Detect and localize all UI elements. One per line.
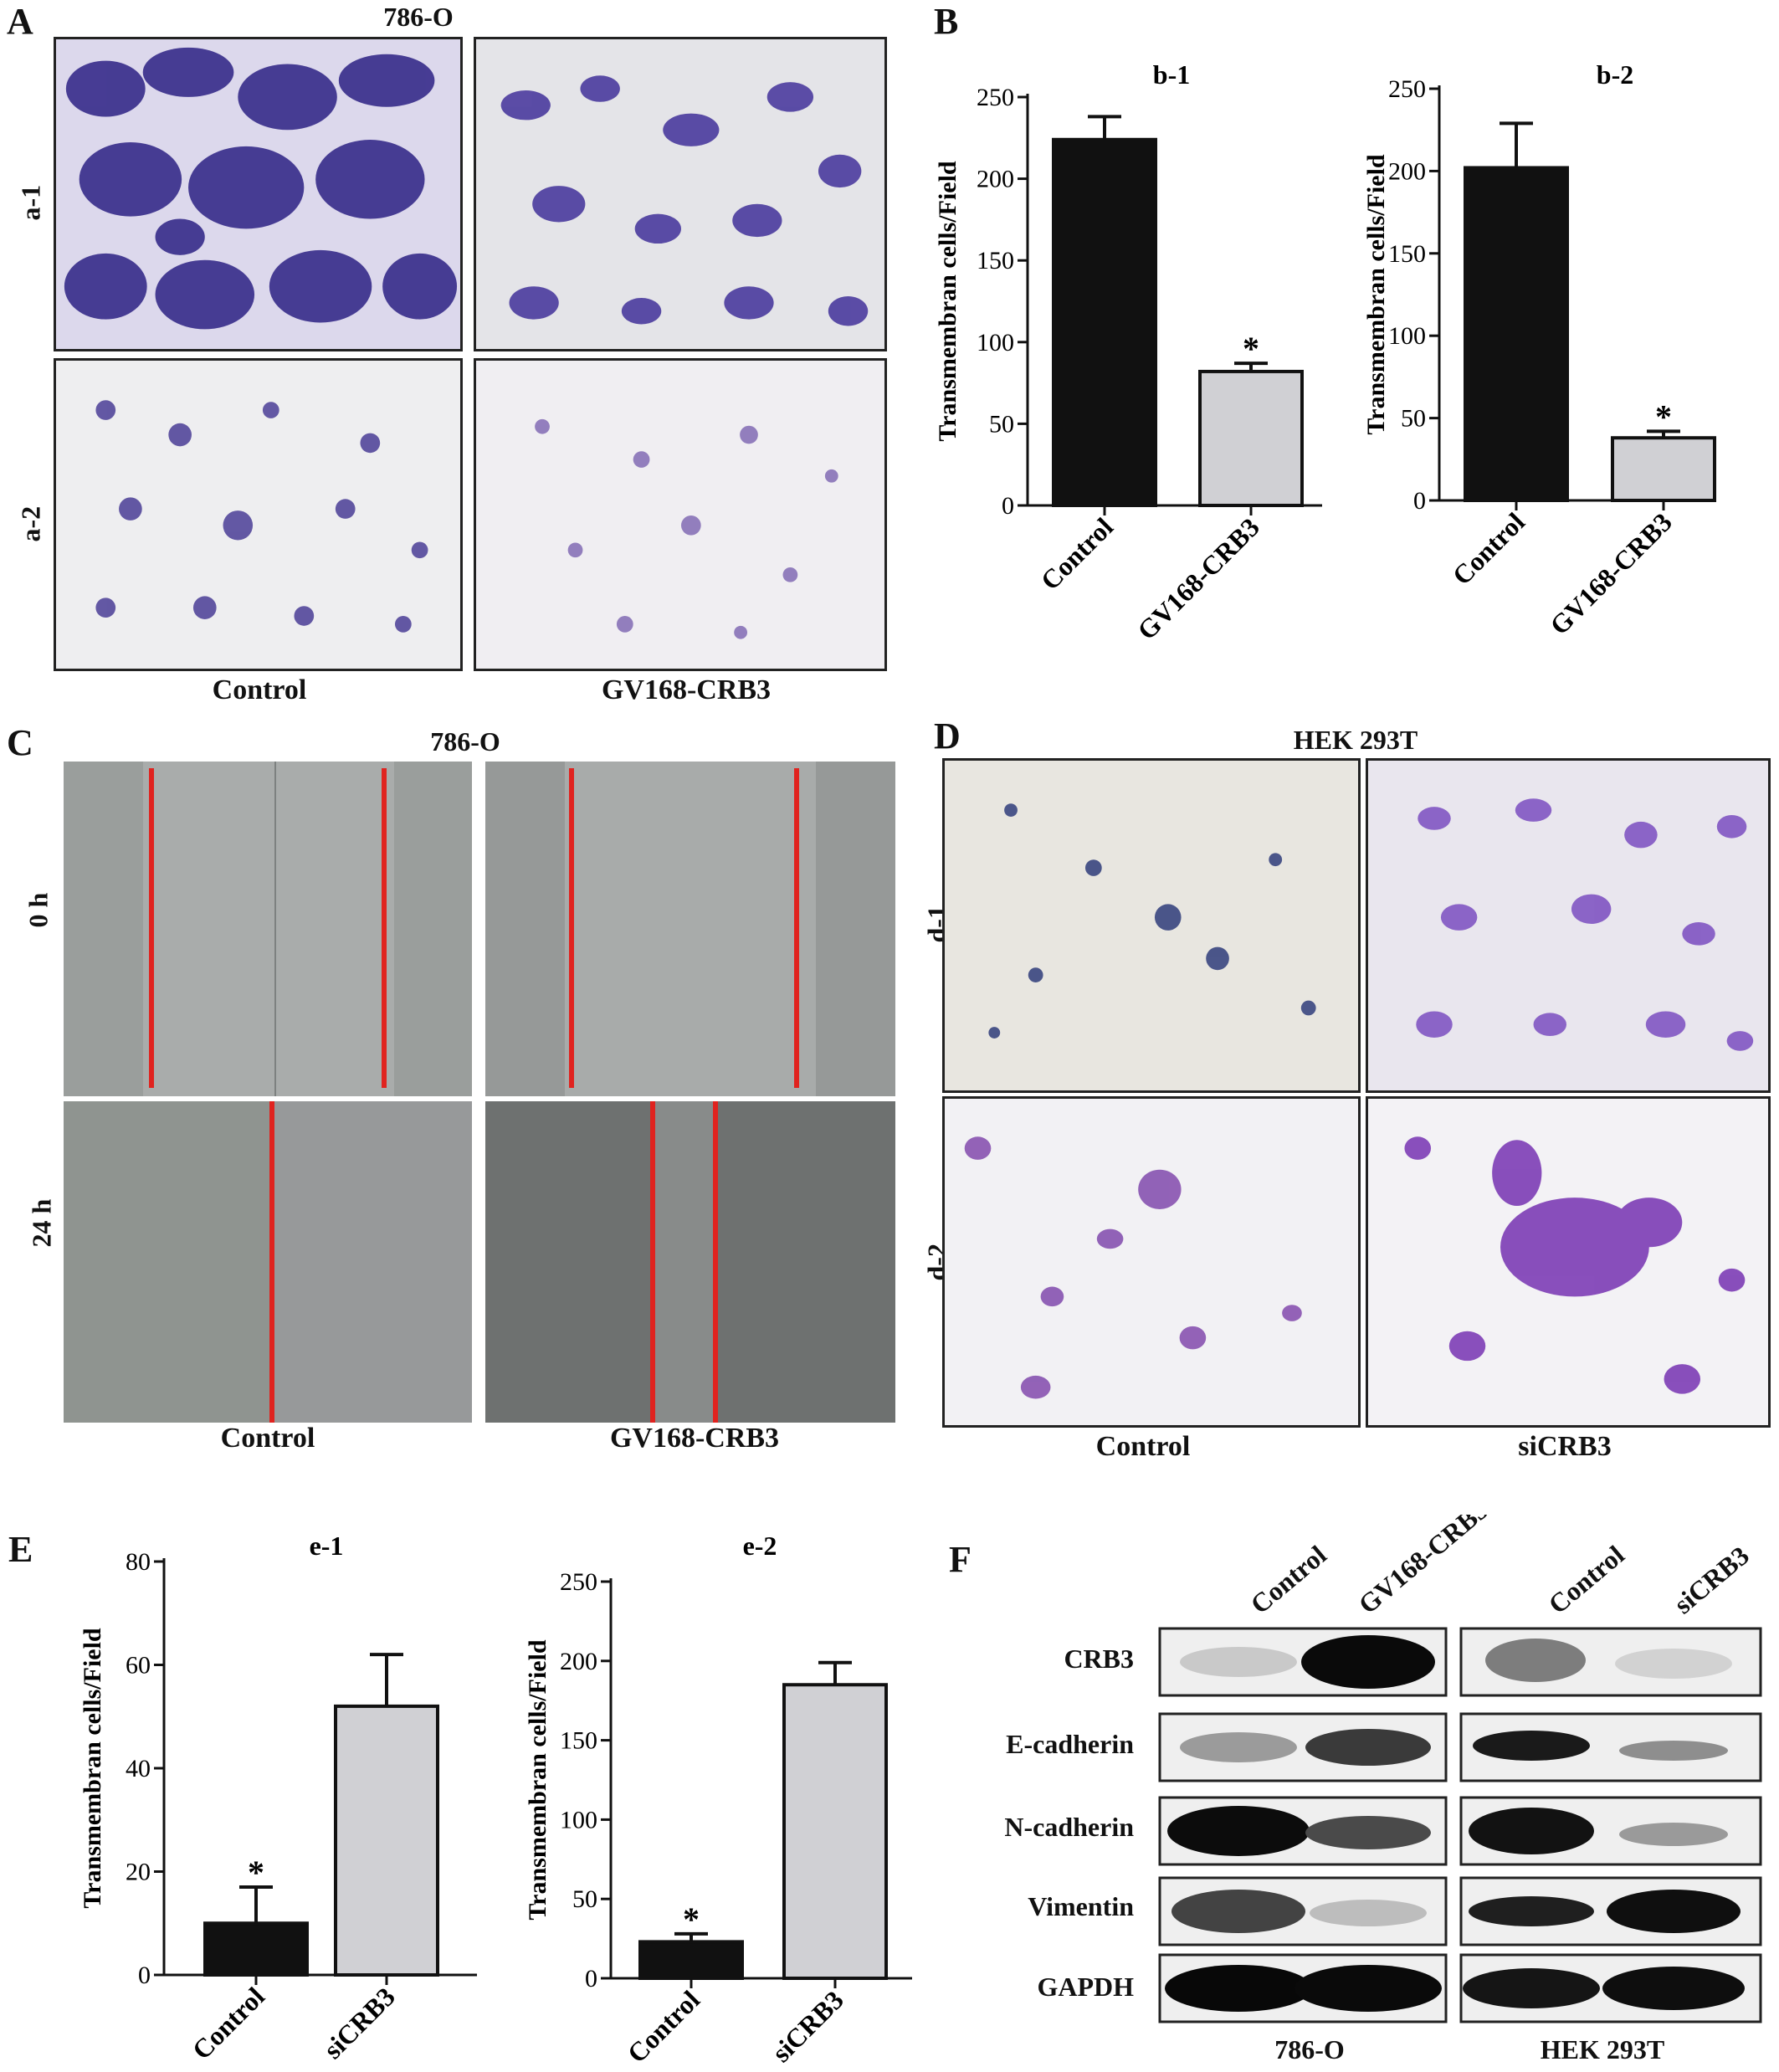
x-tick-label: GV168-CRB3 [1544, 506, 1678, 640]
y-tick-label: 50 [989, 410, 1014, 438]
y-tick-label: 20 [126, 1859, 151, 1886]
micrograph-d1-control [942, 758, 1361, 1093]
panel-C-col-label-1: Control [220, 1423, 315, 1454]
y-tick-label: 250 [1388, 75, 1426, 103]
y-tick-label: 200 [1388, 157, 1426, 185]
protein-label-gapdh: GAPDH [1037, 1972, 1134, 2002]
chart-title: e-1 [310, 1531, 344, 1561]
y-tick-label: 0 [585, 1965, 597, 1993]
bar-chart-b2: b-2 Transmembran cells/Field 0 50 100 150 200 2… [1364, 59, 1716, 640]
wound-24h-gv168-crb3 [485, 1101, 895, 1423]
y-tick-label: 60 [126, 1652, 151, 1680]
protein-label-vimentin: Vimentin [1028, 1891, 1134, 1921]
panel-A-letter: A [7, 1, 33, 42]
panel-A-col-label-2: GV168-CRB3 [601, 674, 772, 705]
micrograph-a1-control [54, 37, 463, 351]
y-tick-label: 50 [1401, 405, 1426, 433]
significance-marker: * [683, 1900, 700, 1938]
bar [1464, 166, 1569, 503]
x-tick-label: GV168-CRB3 [1131, 511, 1265, 645]
x-tick-label: Control [621, 1984, 705, 2067]
lane-label-4: siCRB3 [1668, 1540, 1755, 1619]
panel-A-row-label-1: a-1 [15, 184, 46, 221]
protein-label-n-cadherin: N-cadherin [1004, 1812, 1134, 1842]
x-tick-label: siCRB3 [317, 1981, 401, 2064]
lane-label-2: GV168-CRB3 [1352, 1515, 1494, 1619]
x-tick-label: siCRB3 [766, 1984, 849, 2067]
panel-F-letter: F [949, 1539, 972, 1580]
y-tick-label: 40 [126, 1755, 151, 1782]
panel-B-letter: B [934, 1, 959, 42]
micrograph-a2-gv168-crb3 [474, 358, 887, 671]
x-tick-label: Control [1034, 511, 1119, 596]
y-tick-label: 100 [977, 329, 1014, 356]
panel-A-title: 786-O [383, 2, 454, 32]
chart-title: e-2 [743, 1531, 777, 1561]
panel-D-letter: D [934, 715, 961, 756]
bar [638, 1940, 744, 1980]
bar-chart-b1: b-1 Transmembran cells/Field 0 50 100 150 200 2… [934, 59, 1322, 645]
chart-title: b-1 [1153, 59, 1190, 90]
group-label-hek293t: HEK 293T [1541, 2034, 1664, 2064]
bar [203, 1921, 309, 1977]
protein-label-crb3: CRB3 [1064, 1644, 1134, 1674]
wound-0h-control [64, 762, 472, 1096]
bar [1198, 369, 1304, 507]
y-tick-label: 200 [560, 1648, 597, 1675]
panel-C-row-label-2: 24 h [26, 1198, 57, 1248]
lane-label-3: Control [1542, 1540, 1629, 1620]
y-tick-label: 0 [138, 1962, 151, 1989]
panel-C-row-label-1: 0 h [23, 892, 54, 928]
y-axis-label: Transmembran cells/Field [79, 1628, 106, 1909]
y-axis-label: Transmembran cells/Field [934, 161, 961, 442]
y-tick-label: 200 [977, 166, 1014, 193]
panel-D-title: HEK 293T [1293, 725, 1418, 755]
bar [1611, 436, 1716, 502]
y-tick-label: 0 [1413, 487, 1426, 515]
wound-0h-gv168-crb3 [485, 762, 895, 1096]
wound-24h-control [64, 1101, 472, 1423]
lane-label-1: Control [1244, 1540, 1331, 1620]
western-blot-f: Control GV168-CRB3 Control siCRB3 CRB3 E… [1004, 1515, 1762, 2064]
panel-A-col-label-1: Control [212, 674, 307, 705]
bar-chart-e2: e-2 Transmembran cells/Field 0 50 100 150 200 2… [524, 1531, 912, 2067]
y-tick-label: 150 [1388, 240, 1426, 268]
y-tick-label: 0 [1002, 492, 1014, 520]
micrograph-d2-control [942, 1096, 1361, 1428]
y-axis-label: Transmembran cells/Field [1364, 154, 1390, 435]
bar [334, 1704, 439, 1977]
y-tick-label: 100 [1388, 322, 1426, 350]
panel-C-title: 786-O [430, 726, 500, 756]
x-tick-label: Control [186, 1981, 270, 2065]
panel-A-row-label-2: a-2 [15, 505, 46, 542]
micrograph-d1-sicrb3 [1366, 758, 1771, 1093]
y-tick-label: 150 [560, 1727, 597, 1755]
y-tick-label: 250 [560, 1568, 597, 1596]
bar-chart-e1: e-1 Transmembran cells/Field 0 20 40 60 80 * Con… [79, 1531, 477, 2065]
y-tick-label: 150 [977, 247, 1014, 274]
y-tick-label: 250 [977, 84, 1014, 111]
x-tick-label: Control [1446, 506, 1530, 591]
protein-label-e-cadherin: E-cadherin [1006, 1729, 1134, 1759]
y-tick-label: 50 [572, 1885, 597, 1913]
bar [1052, 137, 1157, 507]
panel-C-col-label-2: GV168-CRB3 [609, 1423, 780, 1454]
bar [782, 1683, 888, 1981]
y-axis-label: Transmembran cells/Field [524, 1639, 551, 1921]
micrograph-a2-control [54, 358, 463, 671]
panel-D-col-label-1: Control [1095, 1431, 1191, 1462]
group-label-786o: 786-O [1274, 2034, 1345, 2064]
y-tick-label: 100 [560, 1806, 597, 1834]
panel-E-letter: E [8, 1529, 33, 1570]
y-tick-label: 80 [126, 1548, 151, 1576]
panel-D-col-label-2: siCRB3 [1518, 1431, 1612, 1462]
chart-title: b-2 [1597, 59, 1633, 90]
significance-marker: * [248, 1854, 264, 1891]
micrograph-d2-sicrb3 [1366, 1096, 1771, 1428]
micrograph-a1-gv168-crb3 [474, 37, 887, 351]
significance-marker: * [1243, 330, 1259, 367]
panel-C-letter: C [7, 722, 33, 763]
significance-marker: * [1655, 397, 1672, 435]
